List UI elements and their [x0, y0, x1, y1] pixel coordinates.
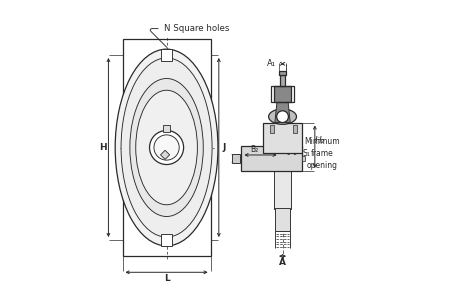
- Ellipse shape: [136, 90, 197, 205]
- Bar: [271, 86, 293, 102]
- Bar: [301, 156, 304, 161]
- Text: B₂: B₂: [250, 145, 258, 154]
- Ellipse shape: [115, 49, 218, 246]
- Circle shape: [276, 111, 288, 122]
- Bar: [163, 125, 170, 132]
- Bar: [279, 75, 284, 86]
- Ellipse shape: [129, 78, 203, 217]
- Bar: [241, 146, 301, 171]
- Bar: [122, 39, 210, 256]
- Bar: [273, 86, 290, 102]
- Bar: [275, 208, 289, 231]
- Text: Minimum
frame
opening: Minimum frame opening: [304, 137, 339, 170]
- Bar: [231, 154, 239, 163]
- Text: A: A: [278, 258, 286, 267]
- Text: H₂: H₂: [314, 136, 325, 145]
- Bar: [293, 125, 296, 133]
- Text: L: L: [163, 274, 169, 283]
- Text: N Square holes: N Square holes: [150, 24, 228, 47]
- Text: H: H: [99, 143, 107, 152]
- Text: S₁: S₁: [302, 149, 309, 158]
- Text: J: J: [222, 143, 225, 152]
- Bar: [269, 125, 273, 133]
- Ellipse shape: [121, 58, 212, 237]
- Bar: [263, 122, 301, 153]
- Bar: [273, 146, 291, 209]
- Polygon shape: [274, 102, 289, 122]
- Bar: [278, 71, 286, 75]
- Bar: [160, 50, 172, 60]
- Ellipse shape: [268, 109, 296, 124]
- Circle shape: [149, 130, 183, 165]
- Circle shape: [154, 135, 179, 160]
- Text: A₁: A₁: [267, 59, 276, 68]
- Bar: [160, 235, 172, 245]
- Polygon shape: [160, 150, 169, 159]
